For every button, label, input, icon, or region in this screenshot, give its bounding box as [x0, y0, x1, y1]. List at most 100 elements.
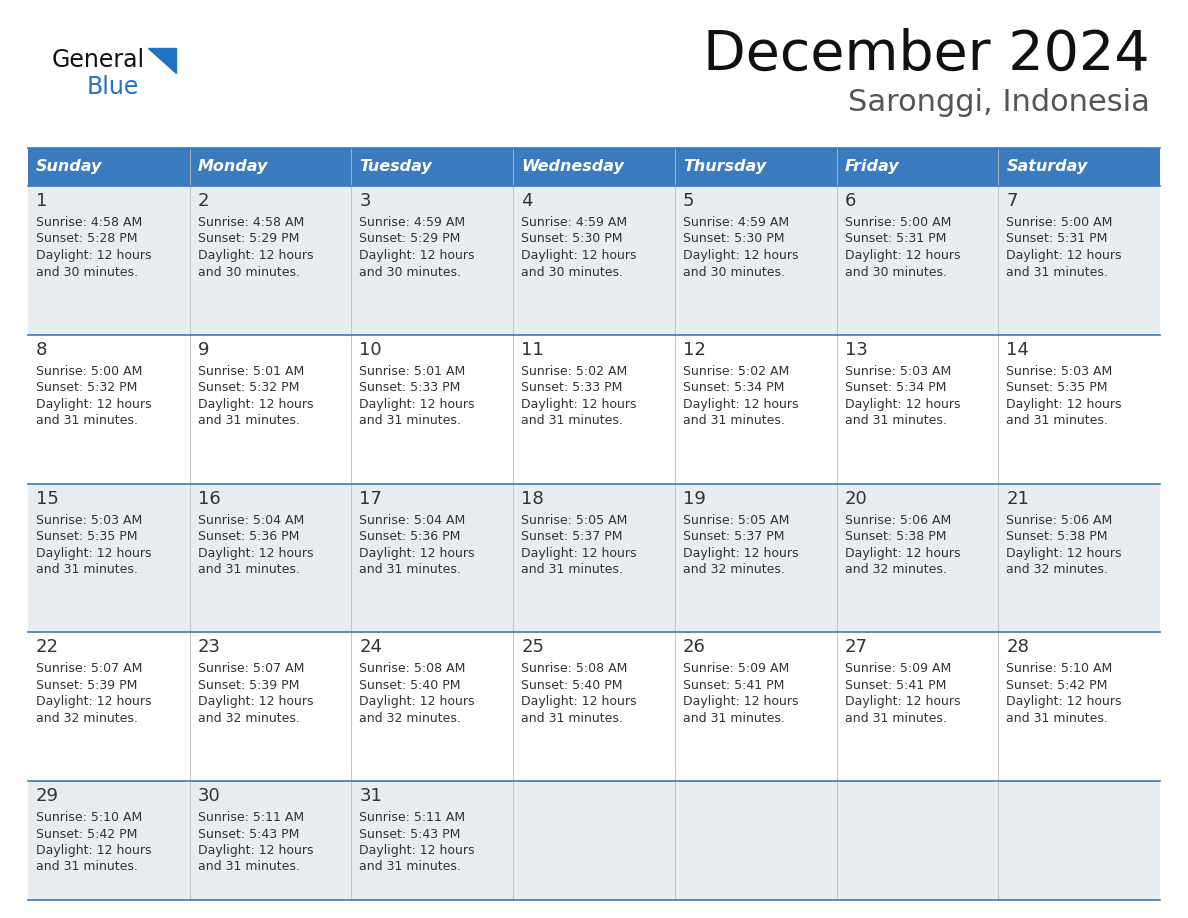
Text: Sunrise: 5:08 AM: Sunrise: 5:08 AM: [522, 662, 627, 676]
Text: 7: 7: [1006, 192, 1018, 210]
Text: Daylight: 12 hours: Daylight: 12 hours: [36, 546, 152, 559]
Text: Thursday: Thursday: [683, 160, 766, 174]
Text: Daylight: 12 hours: Daylight: 12 hours: [522, 695, 637, 709]
Text: Daylight: 12 hours: Daylight: 12 hours: [1006, 397, 1121, 410]
Text: and 31 minutes.: and 31 minutes.: [197, 563, 299, 576]
Text: Sunset: 5:29 PM: Sunset: 5:29 PM: [360, 232, 461, 245]
Text: 13: 13: [845, 341, 867, 359]
Text: and 31 minutes.: and 31 minutes.: [360, 860, 461, 874]
Text: 27: 27: [845, 638, 867, 656]
Text: Daylight: 12 hours: Daylight: 12 hours: [360, 546, 475, 559]
Text: Sunrise: 5:01 AM: Sunrise: 5:01 AM: [360, 364, 466, 377]
Text: Sunrise: 5:00 AM: Sunrise: 5:00 AM: [36, 364, 143, 377]
Text: 16: 16: [197, 489, 221, 508]
Text: Sunrise: 4:58 AM: Sunrise: 4:58 AM: [36, 216, 143, 229]
Text: Daylight: 12 hours: Daylight: 12 hours: [36, 249, 152, 262]
Text: Daylight: 12 hours: Daylight: 12 hours: [1006, 249, 1121, 262]
Text: and 32 minutes.: and 32 minutes.: [683, 563, 785, 576]
Text: 5: 5: [683, 192, 694, 210]
Text: and 32 minutes.: and 32 minutes.: [197, 711, 299, 724]
Bar: [836, 148, 998, 186]
Text: Sunset: 5:35 PM: Sunset: 5:35 PM: [36, 530, 138, 543]
Text: Daylight: 12 hours: Daylight: 12 hours: [845, 397, 960, 410]
Text: and 32 minutes.: and 32 minutes.: [36, 711, 138, 724]
Text: Daylight: 12 hours: Daylight: 12 hours: [197, 249, 314, 262]
Text: 21: 21: [1006, 489, 1029, 508]
Text: Sunrise: 5:05 AM: Sunrise: 5:05 AM: [522, 513, 627, 527]
Text: 30: 30: [197, 787, 221, 805]
Bar: [513, 148, 675, 186]
Text: Sunrise: 4:58 AM: Sunrise: 4:58 AM: [197, 216, 304, 229]
Text: Sunset: 5:36 PM: Sunset: 5:36 PM: [360, 530, 461, 543]
Text: 10: 10: [360, 341, 383, 359]
Text: Sunset: 5:43 PM: Sunset: 5:43 PM: [197, 827, 299, 841]
Text: and 30 minutes.: and 30 minutes.: [197, 265, 299, 278]
Text: Sunrise: 4:59 AM: Sunrise: 4:59 AM: [360, 216, 466, 229]
Text: and 31 minutes.: and 31 minutes.: [1006, 711, 1108, 724]
Bar: [29, 186, 1159, 335]
Text: Sunrise: 5:06 AM: Sunrise: 5:06 AM: [845, 513, 950, 527]
Text: Daylight: 12 hours: Daylight: 12 hours: [522, 397, 637, 410]
Text: 12: 12: [683, 341, 706, 359]
Text: Blue: Blue: [87, 75, 139, 99]
Text: Daylight: 12 hours: Daylight: 12 hours: [360, 695, 475, 709]
Text: Sunrise: 5:03 AM: Sunrise: 5:03 AM: [36, 513, 143, 527]
Text: and 31 minutes.: and 31 minutes.: [197, 860, 299, 874]
Text: Daylight: 12 hours: Daylight: 12 hours: [683, 546, 798, 559]
Text: Sunset: 5:30 PM: Sunset: 5:30 PM: [522, 232, 623, 245]
Text: Daylight: 12 hours: Daylight: 12 hours: [197, 546, 314, 559]
Text: 29: 29: [36, 787, 59, 805]
Text: Sunset: 5:32 PM: Sunset: 5:32 PM: [197, 381, 299, 394]
Text: Sunrise: 5:09 AM: Sunrise: 5:09 AM: [845, 662, 950, 676]
Text: Daylight: 12 hours: Daylight: 12 hours: [522, 249, 637, 262]
Text: and 31 minutes.: and 31 minutes.: [36, 860, 138, 874]
Text: 25: 25: [522, 638, 544, 656]
Text: 15: 15: [36, 489, 59, 508]
Text: 17: 17: [360, 489, 383, 508]
Text: Daylight: 12 hours: Daylight: 12 hours: [845, 249, 960, 262]
Text: Daylight: 12 hours: Daylight: 12 hours: [683, 249, 798, 262]
Text: Sunset: 5:29 PM: Sunset: 5:29 PM: [197, 232, 299, 245]
Text: Sunday: Sunday: [36, 160, 102, 174]
Text: Sunrise: 5:11 AM: Sunrise: 5:11 AM: [360, 811, 466, 824]
Text: Daylight: 12 hours: Daylight: 12 hours: [197, 397, 314, 410]
Text: 18: 18: [522, 489, 544, 508]
Bar: [29, 781, 1159, 900]
Text: Sunset: 5:36 PM: Sunset: 5:36 PM: [197, 530, 299, 543]
Text: Sunset: 5:42 PM: Sunset: 5:42 PM: [1006, 678, 1107, 692]
Bar: [352, 148, 513, 186]
Text: and 31 minutes.: and 31 minutes.: [36, 563, 138, 576]
Text: 11: 11: [522, 341, 544, 359]
Text: Daylight: 12 hours: Daylight: 12 hours: [683, 397, 798, 410]
Text: December 2024: December 2024: [703, 28, 1150, 82]
Text: Saronggi, Indonesia: Saronggi, Indonesia: [848, 88, 1150, 117]
Text: Sunrise: 5:10 AM: Sunrise: 5:10 AM: [36, 811, 143, 824]
Text: Daylight: 12 hours: Daylight: 12 hours: [360, 397, 475, 410]
Text: Sunset: 5:31 PM: Sunset: 5:31 PM: [1006, 232, 1107, 245]
Text: Sunset: 5:38 PM: Sunset: 5:38 PM: [1006, 530, 1107, 543]
Text: Daylight: 12 hours: Daylight: 12 hours: [197, 844, 314, 857]
Text: and 31 minutes.: and 31 minutes.: [683, 414, 785, 427]
Text: Sunset: 5:40 PM: Sunset: 5:40 PM: [522, 678, 623, 692]
Text: Sunrise: 5:03 AM: Sunrise: 5:03 AM: [845, 364, 950, 377]
Text: Daylight: 12 hours: Daylight: 12 hours: [36, 397, 152, 410]
Text: Sunrise: 5:00 AM: Sunrise: 5:00 AM: [1006, 216, 1113, 229]
Text: and 31 minutes.: and 31 minutes.: [360, 563, 461, 576]
Text: Sunset: 5:34 PM: Sunset: 5:34 PM: [845, 381, 946, 394]
Text: Sunset: 5:43 PM: Sunset: 5:43 PM: [360, 827, 461, 841]
Text: Sunset: 5:41 PM: Sunset: 5:41 PM: [683, 678, 784, 692]
Text: Sunrise: 5:06 AM: Sunrise: 5:06 AM: [1006, 513, 1112, 527]
Text: Daylight: 12 hours: Daylight: 12 hours: [683, 695, 798, 709]
Text: 19: 19: [683, 489, 706, 508]
Text: Sunrise: 5:01 AM: Sunrise: 5:01 AM: [197, 364, 304, 377]
Bar: [998, 148, 1159, 186]
Text: Friday: Friday: [845, 160, 899, 174]
Text: Daylight: 12 hours: Daylight: 12 hours: [845, 546, 960, 559]
Text: 24: 24: [360, 638, 383, 656]
Text: Sunset: 5:31 PM: Sunset: 5:31 PM: [845, 232, 946, 245]
Text: Sunset: 5:37 PM: Sunset: 5:37 PM: [522, 530, 623, 543]
Text: Daylight: 12 hours: Daylight: 12 hours: [36, 695, 152, 709]
Text: and 31 minutes.: and 31 minutes.: [36, 414, 138, 427]
Text: and 32 minutes.: and 32 minutes.: [360, 711, 461, 724]
Text: Monday: Monday: [197, 160, 268, 174]
